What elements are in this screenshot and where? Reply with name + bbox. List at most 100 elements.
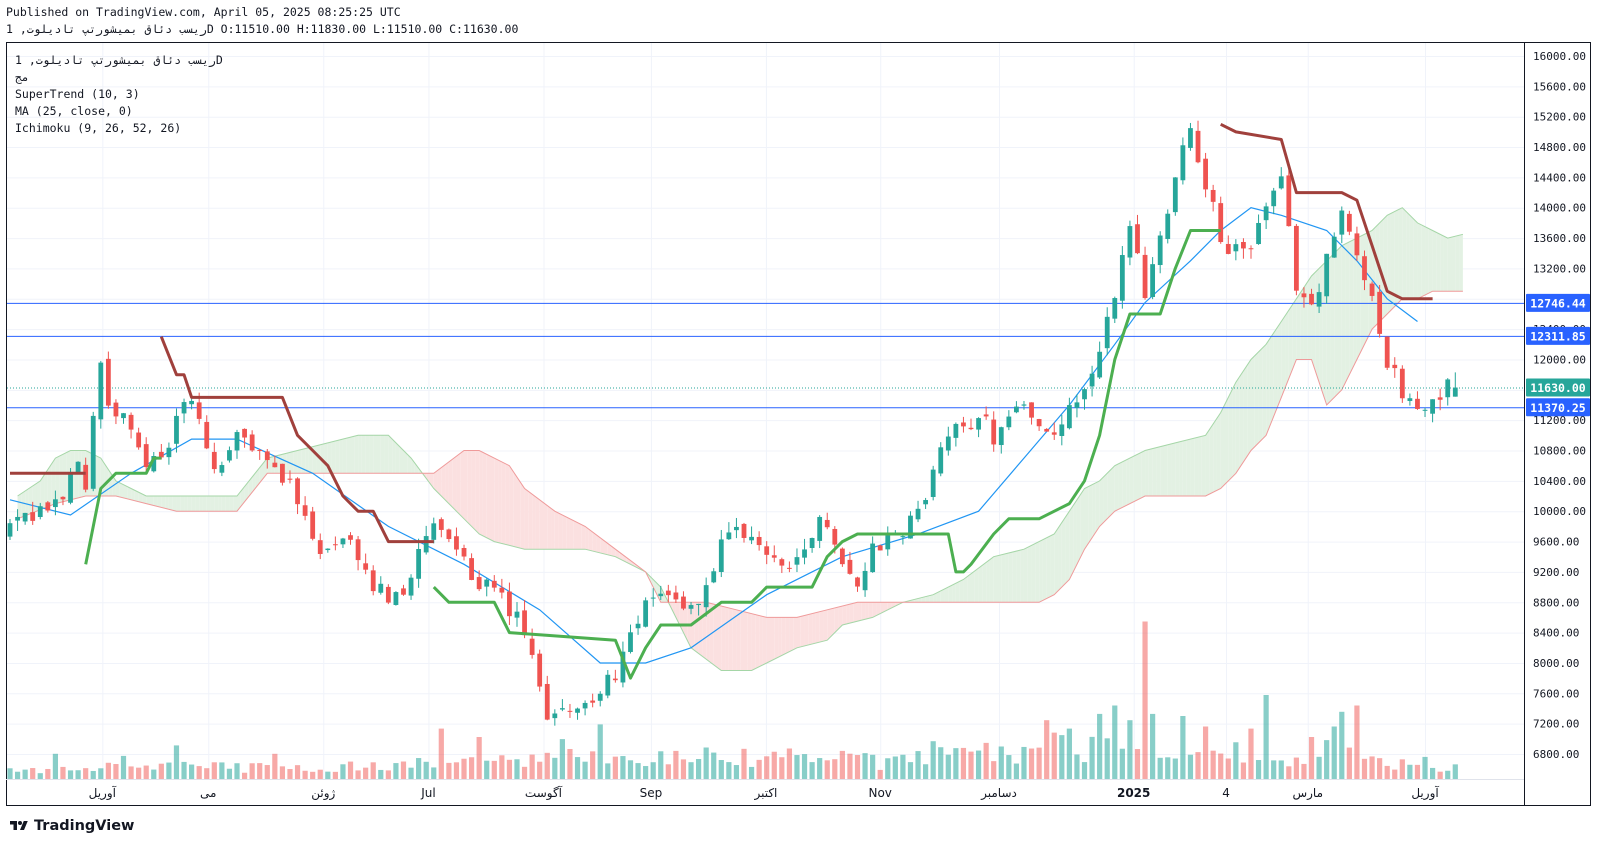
price-axis[interactable]: 16000.00 15600.00 15200.00 14800.00 14400.00…: [1526, 50, 1590, 761]
volume-bar: [665, 764, 671, 779]
y-tick-label: 14000.00: [1533, 202, 1586, 215]
volume-bar: [128, 766, 134, 779]
volume-bar: [839, 750, 845, 779]
cloud-segment: [762, 616, 767, 665]
volume-bar: [1407, 764, 1413, 779]
cloud-segment: [702, 602, 707, 660]
candle-body: [60, 496, 66, 500]
cloud-segment: [146, 496, 150, 505]
volume-bar: [325, 771, 331, 779]
cloud-segment: [127, 486, 132, 500]
candle-body: [1392, 364, 1398, 369]
cloud-segment: [823, 609, 828, 642]
cloud-segment: [218, 496, 222, 512]
candle-body: [1036, 419, 1042, 427]
x-tick-label: ژوئن: [311, 786, 335, 801]
candle-body: [839, 548, 845, 565]
cloud-segment: [259, 462, 264, 483]
volume-bar: [1293, 757, 1299, 779]
candle-body: [847, 559, 853, 574]
horizontal-lines[interactable]: [7, 302, 1524, 409]
volume-bar: [1445, 770, 1451, 779]
volume-bar: [1187, 754, 1194, 779]
cloud-segment: [1232, 382, 1236, 478]
cloud-segment: [706, 602, 710, 663]
candle-body: [1445, 379, 1451, 398]
volume-bar: [340, 764, 346, 779]
volume-bar: [658, 751, 664, 779]
tradingview-logo[interactable]: TradingView: [8, 816, 134, 836]
candle-body: [1089, 373, 1095, 387]
x-tick-label: می: [200, 786, 216, 800]
candle-body: [287, 478, 293, 480]
cloud-segment: [1198, 436, 1202, 497]
volume-bar: [332, 771, 338, 779]
volume-bar: [1422, 756, 1428, 779]
volume-bar: [1180, 716, 1186, 779]
candle-body: [900, 536, 906, 538]
time-axis[interactable]: آوریل می ژوئن Jul آگوست Sep اکتبر Nov دسامبر 2025…: [89, 785, 1440, 801]
x-tick-label: Jul: [420, 786, 435, 800]
cloud-segment: [1008, 551, 1013, 603]
candle-body: [1059, 424, 1065, 436]
cloud-segment: [963, 576, 968, 603]
cloud-segment: [464, 450, 468, 523]
cloud-segment: [305, 447, 309, 474]
candle-body: [332, 544, 338, 546]
candle-body: [257, 449, 263, 451]
candle-body: [711, 571, 717, 583]
cloud-segment: [414, 463, 419, 474]
cloud-segment: [1455, 235, 1460, 292]
candle-body: [522, 610, 527, 636]
volume-bar: [249, 763, 255, 779]
candle-body: [348, 535, 353, 540]
cloud-segment: [982, 562, 987, 603]
candle-body: [7, 523, 13, 537]
candle-body: [136, 432, 142, 448]
candle-body: [189, 400, 195, 405]
cloud-segment: [596, 534, 601, 553]
candle-body: [491, 580, 497, 588]
cloud-segment: [486, 454, 491, 540]
volume-bar: [809, 762, 815, 779]
candle-body: [105, 358, 111, 406]
cloud-segment: [479, 450, 483, 536]
volume-bar: [650, 762, 656, 779]
candle-body: [151, 456, 157, 472]
cloud-segment: [513, 471, 517, 548]
cloud-segment: [168, 496, 173, 511]
candle-body: [1014, 406, 1019, 413]
cloud-segment: [831, 607, 835, 637]
cloud-segment: [993, 555, 998, 603]
candle-body: [1377, 291, 1383, 334]
volume-bar: [423, 761, 429, 779]
cloud-segment: [1129, 456, 1134, 504]
candle-body: [1157, 235, 1163, 266]
chart-legend: ریسب دئاق بمیشورتپ تادیلوت, 1D مج SuperTre…: [15, 53, 223, 135]
candle-body: [83, 464, 89, 490]
candle-body: [143, 444, 149, 468]
cloud-segment: [929, 594, 934, 603]
candle-body: [408, 577, 414, 596]
volume-bar: [14, 771, 21, 779]
volume-bar: [1248, 728, 1254, 779]
cloud-segment: [176, 496, 181, 512]
cloud-segment: [1262, 344, 1267, 440]
volume-bar: [643, 766, 649, 779]
y-tick-label: 16000.00: [1533, 50, 1586, 63]
volume-bar: [832, 759, 838, 779]
candle-body: [1422, 409, 1428, 411]
cloud-segment: [800, 615, 805, 647]
cloud-segment: [1137, 452, 1142, 500]
cloud-segment: [1303, 281, 1308, 360]
legend-line: مج: [15, 70, 29, 84]
y-tick-label: 10000.00: [1533, 505, 1586, 518]
cloud-segment: [437, 467, 442, 497]
y-tick-label: 14400.00: [1533, 171, 1586, 184]
candle-body: [499, 587, 505, 593]
volume-bar: [506, 759, 513, 779]
volume-bar: [363, 767, 369, 779]
candle-body: [1452, 387, 1458, 397]
volume-bar: [136, 767, 142, 779]
